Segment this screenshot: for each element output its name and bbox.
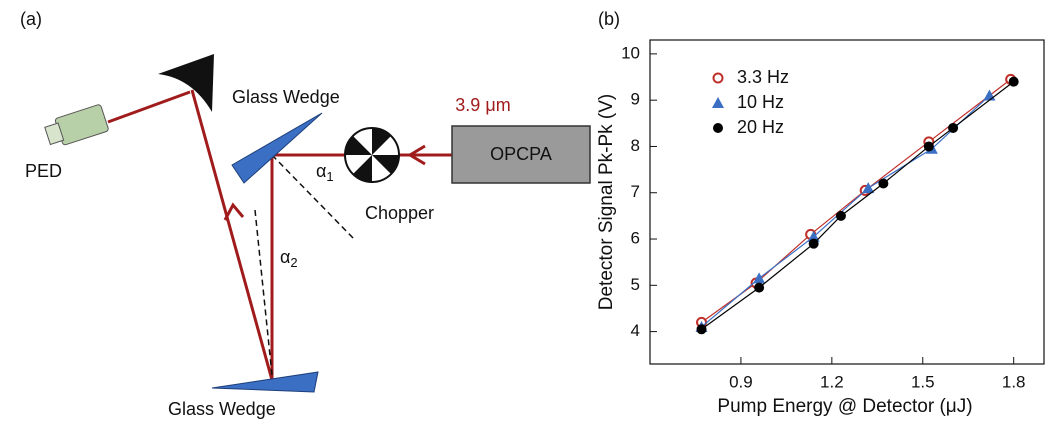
- marker: [1009, 77, 1019, 87]
- legend-marker: [712, 97, 724, 108]
- panel-label: (b): [598, 9, 620, 29]
- y-axis-label: Detector Signal Pk-Pk (V): [596, 94, 617, 310]
- chopper-icon: [345, 128, 399, 182]
- symbol: α: [280, 247, 290, 267]
- y-tick-label: 9: [631, 90, 640, 109]
- angle-label: α1: [316, 161, 334, 185]
- figure: (a) OPCPA 3.9 μm Glass Wedge: [0, 0, 1048, 421]
- panel-label: (a): [20, 9, 42, 29]
- marker: [948, 123, 958, 133]
- legend-label: 10 Hz: [737, 92, 784, 112]
- y-tick-label: 5: [631, 275, 640, 294]
- diagram: (a) OPCPA 3.9 μm Glass Wedge: [20, 9, 590, 419]
- x-tick-label: 0.9: [729, 372, 753, 391]
- marker: [754, 283, 764, 293]
- x-axis-label: Pump Energy @ Detector (μJ): [717, 396, 972, 417]
- legend-marker: [714, 74, 723, 83]
- wedge-label: Glass Wedge: [168, 399, 276, 419]
- marker: [697, 324, 707, 334]
- y-tick-label: 10: [621, 43, 640, 62]
- x-tick-label: 1.2: [820, 372, 844, 391]
- mirror: [158, 54, 214, 112]
- x-tick-label: 1.5: [911, 372, 935, 391]
- y-tick-label: 8: [631, 136, 640, 155]
- marker: [836, 211, 846, 221]
- beam: [108, 90, 452, 380]
- subscript: 2: [290, 255, 297, 270]
- source-label: OPCPA: [490, 144, 552, 164]
- subscript: 1: [326, 169, 333, 184]
- marker: [924, 141, 934, 151]
- x-tick-label: 1.8: [1002, 372, 1026, 391]
- wedge: [232, 113, 322, 183]
- legend-label: 20 Hz: [737, 117, 784, 137]
- chopper-label: Chopper: [365, 203, 434, 223]
- y-tick-label: 6: [631, 229, 640, 248]
- normal: [272, 155, 355, 240]
- marker: [809, 239, 819, 249]
- detector-label: PED: [25, 161, 62, 181]
- legend-marker: [713, 123, 723, 133]
- detector-icon: [43, 104, 109, 149]
- symbol: α: [316, 161, 326, 181]
- wedge-label: Glass Wedge: [232, 87, 340, 107]
- y-tick-label: 7: [631, 182, 640, 201]
- legend-label: 3.3 Hz: [737, 67, 789, 87]
- plot-frame: [650, 40, 1044, 364]
- marker: [983, 90, 995, 101]
- marker: [878, 178, 888, 188]
- wedge: [212, 372, 318, 392]
- y-tick-label: 4: [631, 321, 640, 340]
- chart: (b) Pump Energy @ Detector (μJ) Detector…: [596, 9, 1044, 417]
- wavelength-label: 3.9 μm: [455, 95, 510, 115]
- angle-label: α2: [280, 247, 298, 271]
